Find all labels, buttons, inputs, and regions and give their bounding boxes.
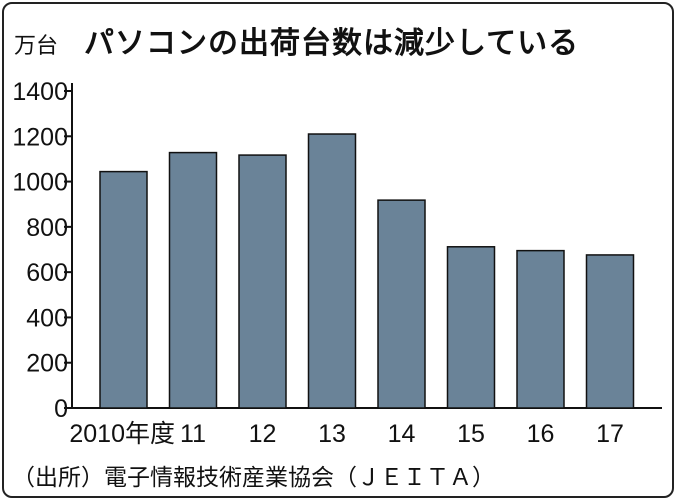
x-tick-label: 17 <box>596 420 624 448</box>
y-axis-unit: 万台 <box>14 34 59 59</box>
y-tick-label: 0 <box>54 395 68 423</box>
y-tick-label: 200 <box>26 350 68 378</box>
bar <box>168 151 218 409</box>
x-tick-label: 13 <box>318 420 346 448</box>
y-tick-label: 1200 <box>12 123 68 151</box>
bar <box>377 199 426 409</box>
chart-frame <box>2 2 674 498</box>
x-tick-label: 11 <box>180 420 206 448</box>
y-tick-label: 400 <box>26 304 68 332</box>
y-tick-label: 1400 <box>12 78 68 106</box>
bar <box>307 133 357 409</box>
source-note: （出所）電子情報技術産業協会（ＪＥＩＴＡ） <box>12 465 495 491</box>
bar <box>516 249 565 409</box>
x-tick-label: 15 <box>457 420 485 448</box>
x-tick-label: 2010年度 <box>69 420 175 448</box>
bar <box>446 246 496 409</box>
bar <box>585 254 635 409</box>
y-tick-label: 1000 <box>12 169 68 197</box>
x-tick-label: 14 <box>388 420 416 448</box>
bar <box>99 170 148 409</box>
x-tick-label: 16 <box>527 420 555 448</box>
bar <box>238 154 287 409</box>
chart-title: パソコンの出荷台数は減少している <box>84 26 580 61</box>
y-tick-label: 600 <box>26 259 68 287</box>
y-tick-label: 800 <box>26 214 68 242</box>
x-tick-label: 12 <box>249 420 277 448</box>
